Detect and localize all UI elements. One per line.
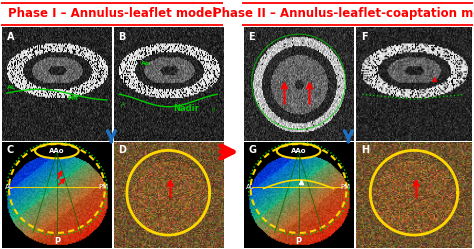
Text: C: C [7, 145, 14, 155]
Ellipse shape [277, 143, 320, 158]
Text: Phase II – Annulus-leaflet-coaptation model: Phase II – Annulus-leaflet-coaptation mo… [213, 7, 474, 20]
Text: P: P [296, 237, 301, 246]
Text: ▲: ▲ [432, 76, 438, 82]
Text: E: E [248, 32, 255, 42]
Text: A: A [7, 32, 14, 42]
Text: PM: PM [340, 185, 350, 190]
Text: AL: AL [5, 185, 13, 190]
FancyBboxPatch shape [241, 3, 474, 25]
Text: G: G [248, 145, 256, 155]
Text: AL: AL [246, 185, 255, 190]
Text: P: P [54, 237, 60, 246]
Text: PM: PM [68, 96, 79, 101]
Text: D: D [118, 145, 126, 155]
Text: PM: PM [98, 185, 109, 190]
FancyBboxPatch shape [0, 3, 224, 25]
Text: Phase I – Annulus-leaflet model: Phase I – Annulus-leaflet model [8, 7, 216, 20]
Text: A: A [121, 102, 125, 107]
Text: AAo: AAo [291, 148, 306, 154]
Text: F: F [361, 32, 368, 42]
Text: AL: AL [7, 85, 16, 90]
Text: H: H [361, 145, 369, 155]
Text: P: P [212, 108, 215, 113]
Text: B: B [118, 32, 126, 42]
Text: Ao: Ao [141, 61, 150, 66]
Text: AAo: AAo [49, 148, 64, 154]
Ellipse shape [35, 143, 79, 158]
Text: Nadir: Nadir [173, 105, 200, 114]
